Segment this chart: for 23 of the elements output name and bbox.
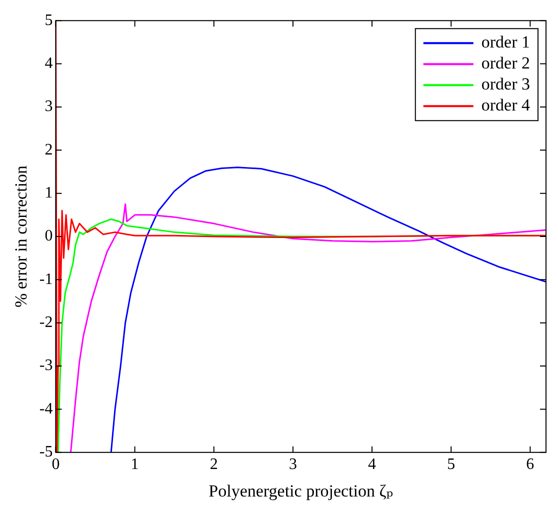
y-tick-label: -1 — [39, 270, 53, 288]
x-tick-label: 4 — [368, 456, 376, 474]
y-tick-label: 4 — [44, 54, 53, 72]
y-tick-label: 5 — [44, 12, 53, 29]
legend-label: order 2 — [481, 54, 530, 73]
y-tick-label: -3 — [39, 357, 53, 374]
x-tick-label: 3 — [288, 456, 297, 474]
y-tick-label: -4 — [39, 400, 53, 418]
y-axis-title: % error in correction — [12, 164, 31, 308]
y-tick-label: 3 — [44, 98, 53, 116]
y-tick-label: -2 — [39, 314, 53, 332]
y-tick-label: 0 — [44, 228, 53, 245]
y-tick-label: 2 — [44, 141, 53, 158]
y-tick-label: 1 — [44, 184, 53, 202]
legend-label: order 1 — [481, 32, 530, 52]
y-tick-label: -5 — [39, 444, 53, 461]
x-tick-label: 5 — [447, 456, 456, 474]
x-tick-label: 1 — [130, 456, 139, 474]
x-tick-label: 2 — [210, 456, 218, 474]
x-tick-label: 6 — [526, 456, 534, 474]
x-axis-title: Polyenergetic projection ζₚ — [208, 481, 394, 500]
legend-label: order 4 — [481, 96, 530, 115]
legend-label: order 3 — [481, 74, 530, 94]
